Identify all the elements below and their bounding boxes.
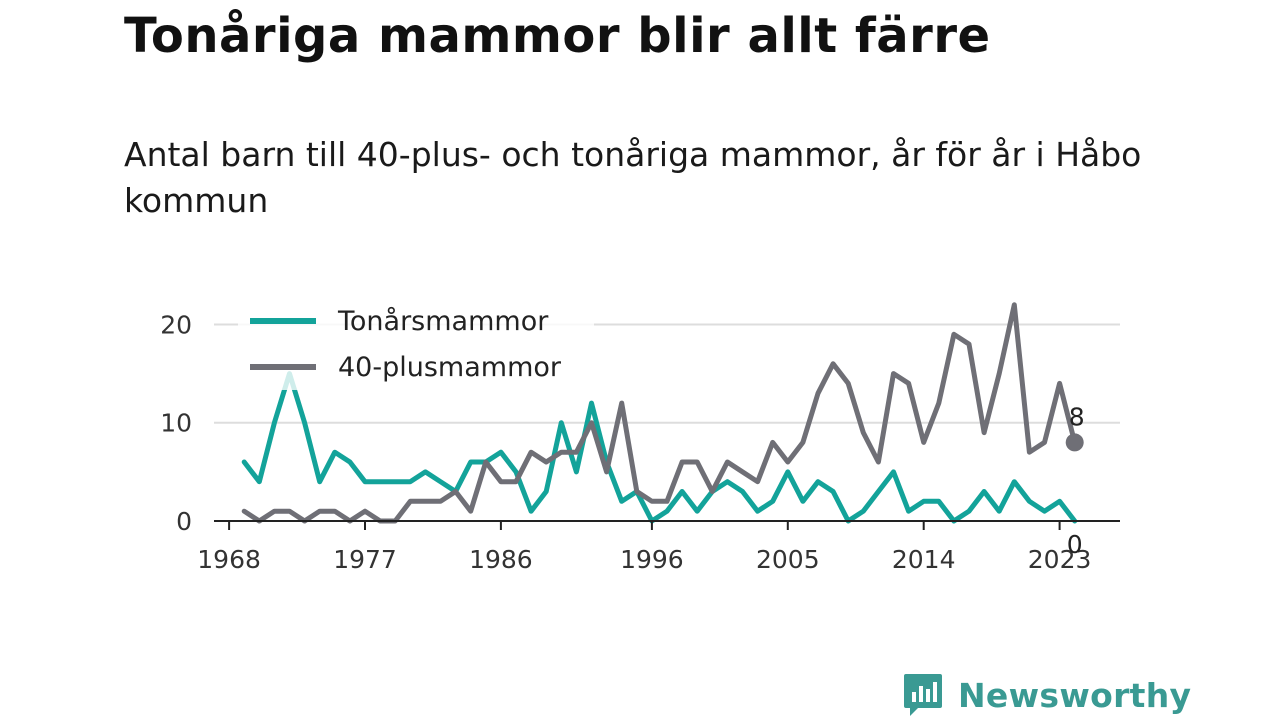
x-tick-label: 1977 — [333, 545, 397, 574]
x-tick-label: 1996 — [620, 545, 684, 574]
newsworthy-logo: Newsworthy — [902, 672, 1191, 718]
x-tick-label: 2023 — [1028, 545, 1092, 574]
end-value-label-2: 8 — [1069, 402, 1085, 431]
legend-background — [238, 296, 594, 390]
x-axis — [214, 520, 1120, 530]
newsworthy-bars-icon — [904, 674, 942, 716]
end-value-label-1: 0 — [1067, 530, 1083, 559]
end-labels: 08 — [1065, 402, 1085, 559]
y-tick-label: 0 — [176, 507, 192, 536]
x-axis-ticks: 1968 1977 1986 1996 2005 2014 2023 — [197, 545, 1091, 574]
x-tick-label: 2005 — [756, 545, 820, 574]
end-point-marker — [1065, 433, 1084, 452]
y-tick-label: 20 — [160, 310, 192, 339]
x-tick-label: 2014 — [892, 545, 956, 574]
series-line-1 — [241, 371, 1078, 524]
x-tick-label: 1986 — [469, 545, 533, 574]
chart-title: Tonåriga mammor blir allt färre — [124, 8, 991, 64]
y-tick-label: 10 — [160, 409, 192, 438]
legend-label-2: 40-plusmammor — [338, 352, 562, 383]
chart-subtitle: Antal barn till 40-plus- och tonåriga ma… — [124, 135, 1142, 220]
brand-name: Newsworthy — [958, 675, 1192, 715]
legend-label-1: Tonårsmammor — [337, 306, 549, 337]
legend: Tonårsmammor 40-plusmammor — [238, 296, 594, 390]
x-tick-label: 1968 — [197, 545, 261, 574]
y-axis-ticks: 0 10 20 — [160, 310, 192, 536]
